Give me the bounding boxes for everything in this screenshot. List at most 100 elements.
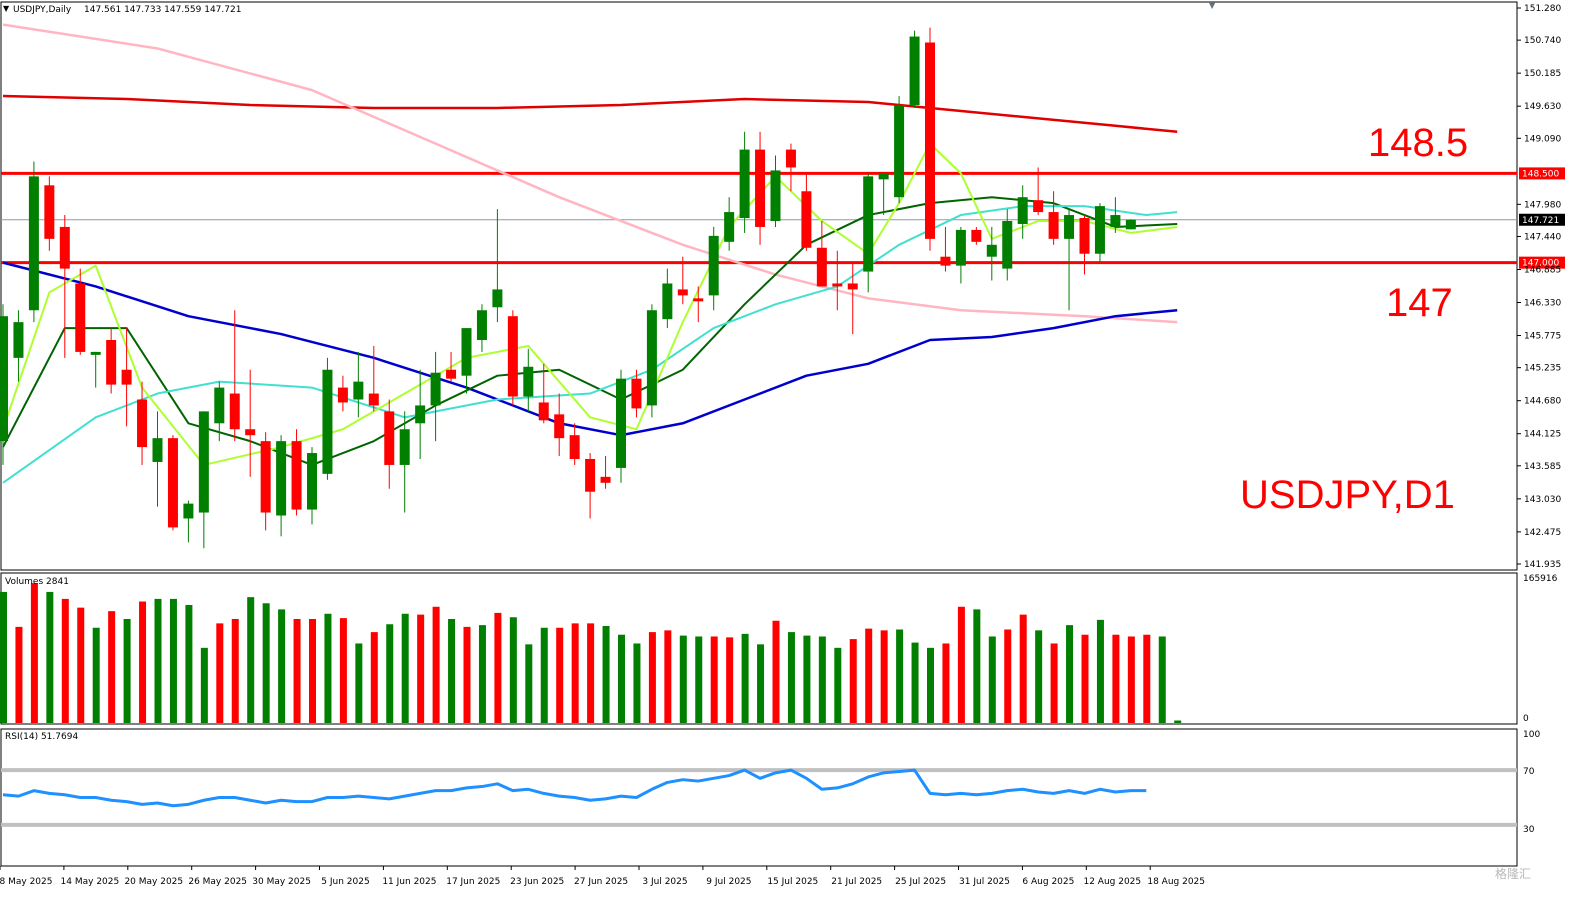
candle-body [724,212,735,242]
candle-body [214,387,225,424]
candle-body [1125,219,1136,230]
volume-bar [957,606,965,723]
date-tick-label: 5 Jun 2025 [321,877,369,887]
candle-body [1110,215,1121,227]
candle-body [971,229,982,242]
rsi-upper-label: 70 [1523,767,1535,777]
candle-body [28,176,39,311]
date-tick-label: 18 Aug 2025 [1147,877,1205,887]
candle-body [955,229,966,266]
dropdown-icon[interactable]: ▼ [3,4,10,13]
candle [492,209,503,323]
candle-body [940,256,951,266]
price-tick-label: 144.125 [1524,430,1561,440]
candle-body [307,453,317,510]
candle [183,500,194,543]
candle [430,351,441,442]
volume-bar [494,612,502,723]
candle [909,30,920,108]
candle [755,131,766,245]
price-tick-label: 143.030 [1524,495,1561,505]
candle-body [183,503,194,519]
date-tick-label: 3 Jul 2025 [642,877,687,887]
volume-bar [77,607,85,723]
candle-body [44,185,55,239]
price-tick-label: 151.280 [1524,4,1561,14]
candle [245,369,256,477]
candle-body [585,458,596,492]
candle-body [1079,218,1090,254]
candle-body [461,328,472,376]
candle-body [631,378,642,409]
candle [925,27,935,251]
price-tick-label: 142.475 [1524,528,1561,538]
candle-body [1017,197,1028,224]
moving-average-line [2,261,1178,437]
candle-body [925,42,935,239]
price-tick-label: 146.885 [1524,265,1561,275]
price-tick-label: 150.185 [1524,69,1561,79]
volume-bar [618,634,625,723]
symbol-label: USDJPY,D1 [1240,473,1455,517]
candle-body [13,322,24,358]
current-price-badge [1519,213,1565,226]
candle-body [430,372,441,406]
candle [121,328,132,427]
date-tick-label: 12 Aug 2025 [1083,877,1141,887]
candle [523,348,534,412]
date-tick-label: 23 Jun 2025 [510,877,564,887]
volume-bar [865,628,873,723]
volume-bar [741,633,749,723]
candle [739,131,750,233]
candle [353,351,364,418]
volume-bar [61,598,69,723]
candle [878,173,889,216]
scroll-marker-icon[interactable]: ▼ [1209,1,1216,10]
candle [770,155,781,227]
candle [1017,185,1028,239]
candle-body [646,310,657,406]
candle-body [847,283,858,290]
date-tick-label: 15 Jul 2025 [767,877,818,887]
rsi-lower-label: 30 [1523,825,1535,835]
volume-bar [463,626,471,723]
candle-body [739,149,750,219]
price-tick-label: 147.440 [1524,232,1561,242]
candle [368,345,379,412]
candle-body [384,411,395,465]
volume-bar [1066,625,1074,723]
candle [476,304,487,352]
candle-body [0,316,8,442]
volume-bar [247,597,255,723]
volume-bar [942,643,950,723]
candle-body [1064,215,1075,239]
candle-body [770,170,781,221]
date-tick-label: 20 May 2025 [124,877,183,887]
candle [167,435,178,531]
volume-bar [896,629,904,723]
volume-bar [679,635,687,723]
candle-body [106,339,117,385]
candle-body [878,173,889,180]
volume-pane-title: Volumes 2841 [5,577,69,587]
level-axis-label: 147.000 [1522,259,1559,269]
volume-bar [1127,636,1135,723]
candle [646,304,657,418]
moving-average-line [2,205,1178,484]
date-tick-label: 14 May 2025 [61,877,120,887]
volume-bar [757,644,765,723]
candle [1033,167,1044,216]
candle [44,176,55,251]
price-tick-label: 143.585 [1524,462,1561,472]
candle [971,226,982,245]
candle [1048,191,1059,245]
date-tick-label: 27 Jun 2025 [574,877,628,887]
candle [75,268,86,355]
candle [13,310,24,382]
date-tick-label: 6 Aug 2025 [1022,877,1074,887]
volume-bar [278,609,286,723]
candle [322,357,333,480]
volume-bar [108,611,116,723]
volume-bar [401,613,409,723]
